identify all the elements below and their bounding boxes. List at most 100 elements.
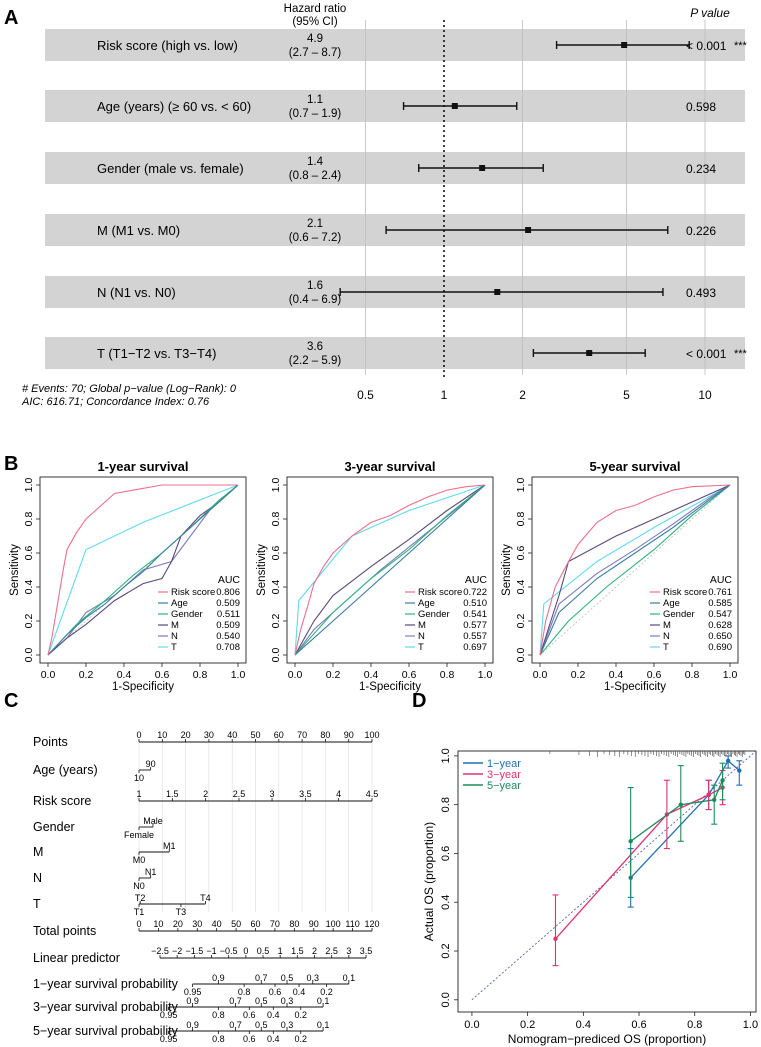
- roc-y-tick-label: 0.4: [23, 580, 35, 595]
- nomogram-tick-label: 40: [227, 730, 237, 740]
- calibration-y-tick-label: 0.4: [440, 895, 452, 910]
- panel-label-d: D: [412, 690, 426, 712]
- nomogram-tick-label: 120: [364, 919, 379, 929]
- nomogram-tick-label: 90: [344, 730, 354, 740]
- nomogram-tick-label: N0: [133, 881, 145, 891]
- roc-legend-label: Gender: [418, 609, 450, 620]
- calibration-y-tick-label: 1.0: [440, 748, 452, 763]
- roc-legend-label: Risk score: [171, 587, 215, 598]
- nomogram-tick-label: 0.6: [243, 1010, 256, 1020]
- roc-x-tick-label: 0.2: [326, 669, 341, 681]
- nomogram-tick-label: 20: [173, 919, 183, 929]
- forest-row-hr: 1.4: [307, 156, 324, 168]
- nomogram-tick-label: 0.2: [320, 987, 333, 997]
- forest-x-tick-label: 5: [623, 388, 630, 402]
- roc-auc-header: AUC: [218, 574, 241, 586]
- forest-row-p: < 0.001: [686, 39, 727, 53]
- roc-y-axis-label: Sensitivity: [501, 544, 513, 596]
- forest-row-hr: 1.1: [307, 94, 323, 106]
- calibration-x-tick-label: 0.8: [687, 1019, 702, 1031]
- forest-row-p: 0.226: [686, 224, 716, 238]
- roc-title: 3-year survival: [344, 459, 435, 474]
- nomogram-tick-label: 60: [274, 730, 284, 740]
- roc-legend-label: T: [171, 642, 177, 653]
- nomogram-tick-label: 40: [212, 919, 222, 929]
- roc-title: 5-year survival: [589, 459, 680, 474]
- forest-row-p: 0.234: [686, 162, 716, 176]
- nomogram-tick-label: 1: [278, 946, 283, 956]
- forest-row-label: M (M1 vs. M0): [97, 223, 180, 238]
- nomogram-tick-label: 80: [320, 730, 330, 740]
- roc-curve-age: [294, 484, 486, 656]
- nomogram-row-label: Linear predictor: [33, 951, 120, 965]
- roc-panel: 3-year survival 0.0 0.0 0.2 0.2 0.4 0.4 0.6 0.6 0…: [256, 459, 494, 693]
- calibration-y-tick-label: 0.8: [440, 797, 452, 812]
- nomogram-row-label: T: [33, 897, 41, 911]
- nomogram-row-label: Age (years): [33, 763, 98, 777]
- nomogram-tick-label: 3: [270, 789, 275, 799]
- forest-row-hr: 4.9: [307, 33, 323, 45]
- roc-y-tick-label: 0.8: [270, 512, 282, 527]
- nomogram-tick-label: 1.5: [166, 789, 179, 799]
- roc-legend-auc: 0.690: [708, 642, 732, 653]
- roc-legend-auc: 0.697: [463, 642, 487, 653]
- nomogram-tick-label: 100: [326, 919, 341, 929]
- forest-estimate-point: [621, 42, 628, 48]
- roc-x-tick-label: 0.2: [571, 669, 586, 681]
- nomogram-tick-label: 0.7: [229, 1020, 242, 1030]
- nomogram-tick-label: 2: [312, 946, 317, 956]
- nomogram-tick-label: 60: [250, 919, 260, 929]
- roc-x-tick-label: 0.0: [288, 669, 303, 681]
- roc-x-tick-label: 0.0: [533, 669, 548, 681]
- nomogram-tick-label: M1: [163, 841, 176, 851]
- nomogram-tick-label: N1: [145, 867, 157, 877]
- forest-row-band: [45, 152, 745, 184]
- calibration-x-tick-label: 0.6: [631, 1019, 646, 1031]
- roc-x-tick-label: 0.4: [364, 669, 379, 681]
- nomogram-tick-label: 3.5: [360, 946, 373, 956]
- nomogram-row-label: Points: [33, 735, 68, 749]
- forest-header-hr: Hazard ratio: [284, 3, 347, 15]
- nomogram-tick-label: 0: [136, 919, 141, 929]
- calibration-point: [706, 792, 711, 798]
- nomogram-tick-label: 0.7: [229, 996, 242, 1006]
- roc-y-tick-label: 0.0: [23, 648, 35, 663]
- nomogram-tick-label: 0.3: [307, 973, 320, 983]
- nomogram-tick-label: 90: [309, 919, 319, 929]
- nomogram-tick-label: 0.5: [255, 996, 268, 1006]
- roc-legend-label: Gender: [171, 609, 203, 620]
- roc-curve-risk-score: [47, 484, 238, 656]
- roc-curve-gender: [539, 484, 731, 656]
- nomogram-row-label: N: [33, 871, 42, 885]
- nomogram-tick-label: 0.95: [160, 1034, 178, 1044]
- forest-x-tick-label: 10: [698, 388, 712, 402]
- nomogram-tick-label: −0.5: [220, 946, 238, 956]
- roc-plot-frame: [39, 476, 247, 664]
- nomogram-tick-label: 0.3: [281, 996, 294, 1006]
- calibration-point: [737, 768, 742, 773]
- roc-x-tick-label: 0.0: [41, 669, 56, 681]
- nomogram-tick-label: 3: [346, 946, 351, 956]
- roc-legend-auc: 0.761: [708, 587, 732, 598]
- roc-curve-m: [539, 484, 731, 656]
- roc-y-axis-label: Sensitivity: [9, 544, 21, 596]
- calibration-ideal-line: [471, 750, 757, 1001]
- forest-estimate-point: [525, 227, 532, 233]
- forest-x-tick-label: 0.5: [357, 388, 374, 402]
- calibration-plot: 0.0 0.0 0.2 0.2 0.4 0.4 0.6 0.6 0.8 0.8 1.0 1.0 Nomo…: [422, 748, 758, 1046]
- forest-estimate-point: [494, 289, 501, 295]
- nomogram-tick-label: −1: [206, 946, 216, 956]
- calibration-frame: [457, 750, 757, 1013]
- roc-legend-auc: 0.650: [708, 631, 732, 642]
- roc-y-tick-label: 0.2: [270, 614, 282, 629]
- nomogram-tick-label: 0.9: [186, 996, 199, 1006]
- calibration-legend-label: 3−year: [487, 769, 521, 781]
- nomogram-tick-label: −2: [172, 946, 182, 956]
- nomogram-tick-label: −1.5: [185, 946, 203, 956]
- forest-footnote: # Events: 70; Global p−value (Log−Rank):…: [22, 383, 237, 395]
- nomogram-row-label: 5−year survival probability: [33, 1024, 179, 1038]
- roc-curve-risk-score: [294, 484, 486, 656]
- calibration-y-tick-label: 0.6: [440, 846, 452, 861]
- forest-row-p: < 0.001: [686, 347, 727, 361]
- roc-title: 1-year survival: [97, 459, 188, 474]
